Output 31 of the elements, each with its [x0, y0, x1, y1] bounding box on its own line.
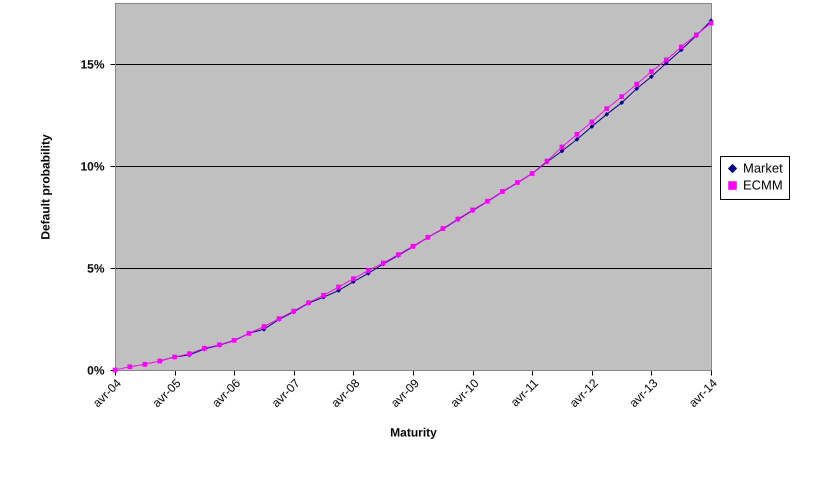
- point: [649, 74, 654, 79]
- point: [128, 364, 132, 370]
- point: [604, 106, 610, 111]
- point: [366, 268, 371, 273]
- point: [634, 82, 640, 86]
- x-axis-title: Maturity: [390, 425, 438, 440]
- point: [351, 276, 356, 282]
- point: [336, 284, 341, 290]
- point: [664, 58, 669, 62]
- legend-label: Market: [743, 160, 784, 176]
- point: [590, 120, 594, 124]
- y-tick-label: 0%: [87, 364, 105, 378]
- y-tick-label: 5%: [87, 262, 105, 276]
- legend-label: ECMM: [743, 178, 783, 192]
- point: [649, 69, 654, 74]
- point: [574, 132, 580, 137]
- point: [590, 124, 594, 129]
- point: [708, 20, 714, 26]
- point: [574, 137, 580, 142]
- y-tick-label: 10%: [80, 160, 105, 174]
- point: [560, 144, 564, 150]
- y-axis-title: Default probability: [38, 134, 52, 240]
- point: [678, 44, 684, 50]
- y-tick-label: 15%: [80, 58, 105, 72]
- point: [112, 368, 118, 372]
- point: [604, 112, 610, 117]
- point: [262, 324, 266, 329]
- point: [142, 362, 148, 367]
- point: [619, 94, 624, 99]
- point: [634, 86, 640, 91]
- point: [619, 100, 624, 106]
